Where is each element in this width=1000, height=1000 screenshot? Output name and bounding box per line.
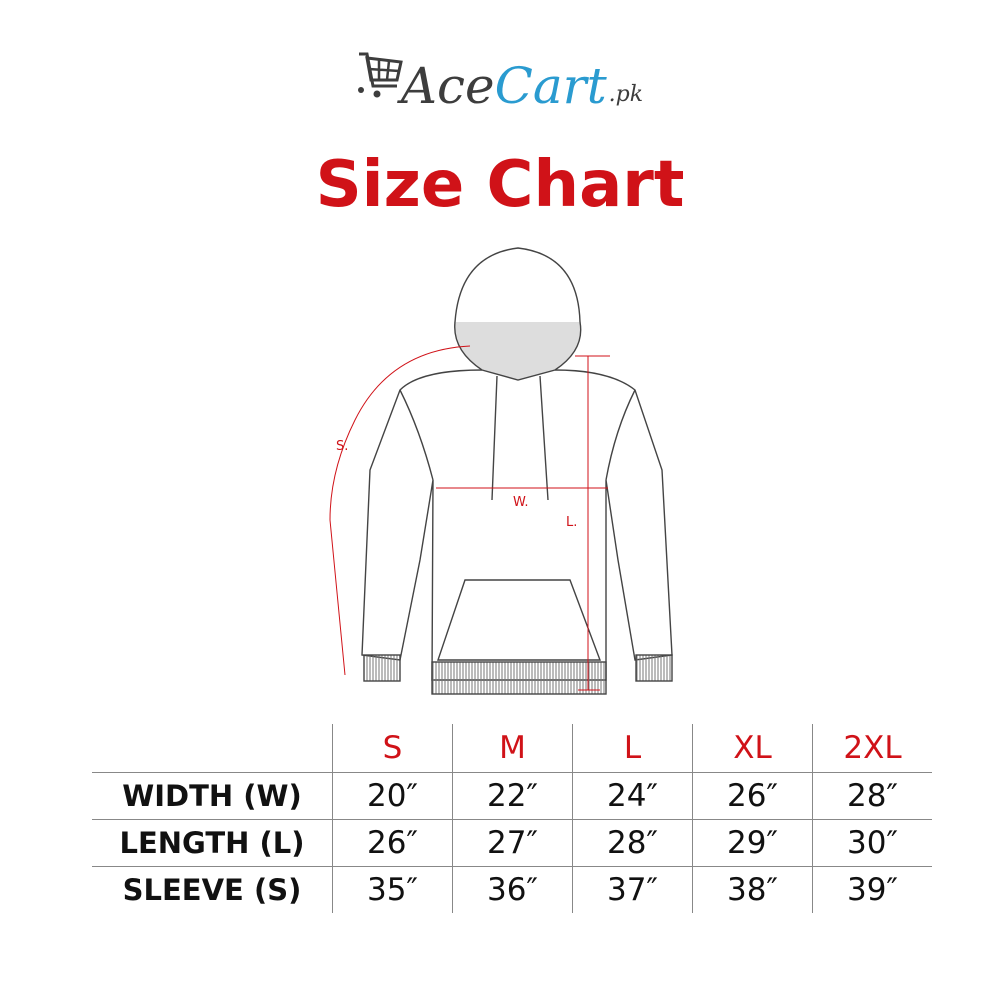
acecart-logo: Ace Cart .pk <box>0 46 1000 116</box>
size-header: L <box>572 724 693 773</box>
waist-rib <box>431 661 607 695</box>
cell: 37″ <box>572 866 693 913</box>
table-row: LENGTH (L) 26″ 27″ 28″ 29″ 30″ <box>92 819 932 867</box>
body-outline <box>361 369 673 681</box>
sleeve-label: S. <box>336 439 348 454</box>
cell: 24″ <box>572 772 693 820</box>
cell: 26″ <box>332 819 453 867</box>
table-row: SLEEVE (S) 35″ 36″ 37″ 38″ 39″ <box>92 866 932 913</box>
table-row: WIDTH (W) 20″ 22″ 24″ 26″ 28″ <box>92 772 932 820</box>
row-label: LENGTH (L) <box>92 819 333 867</box>
row-label: SLEEVE (S) <box>92 866 333 913</box>
cell: 27″ <box>452 819 573 867</box>
cell: 36″ <box>452 866 573 913</box>
size-header: 2XL <box>812 724 932 773</box>
length-label: L. <box>566 515 577 530</box>
header-row: S M L XL 2XL <box>92 724 932 773</box>
cell: 26″ <box>692 772 813 820</box>
header-empty <box>92 724 333 773</box>
sleeve-seams <box>399 389 636 481</box>
sleeve-measure-line <box>329 345 471 676</box>
row-label: WIDTH (W) <box>92 772 333 820</box>
length-measure-line <box>575 355 610 691</box>
shopping-cart-icon <box>357 52 403 98</box>
pocket-outline <box>437 579 602 661</box>
cell: 30″ <box>812 819 932 867</box>
hood-inner <box>454 321 582 381</box>
size-table: S M L XL 2XL WIDTH (W) 20″ 22″ 24″ 26″ 2… <box>92 724 932 913</box>
cell: 39″ <box>812 866 932 913</box>
logo-text-cart: Cart <box>494 57 607 115</box>
cell: 29″ <box>692 819 813 867</box>
size-header: XL <box>692 724 813 773</box>
page-title: Size Chart <box>315 148 685 222</box>
width-label: W. <box>513 495 529 510</box>
logo-text-suffix: .pk <box>608 82 644 107</box>
size-header: S <box>332 724 453 773</box>
right-cuff <box>635 654 673 682</box>
cell: 35″ <box>332 866 453 913</box>
size-header: M <box>452 724 573 773</box>
hoodie-diagram: S. W. L. <box>329 247 673 695</box>
logo-text-ace: Ace <box>400 57 495 115</box>
cell: 28″ <box>572 819 693 867</box>
cell: 22″ <box>452 772 573 820</box>
cell: 28″ <box>812 772 932 820</box>
cell: 38″ <box>692 866 813 913</box>
left-cuff <box>363 654 401 682</box>
cell: 20″ <box>332 772 453 820</box>
drawstrings <box>491 375 549 501</box>
